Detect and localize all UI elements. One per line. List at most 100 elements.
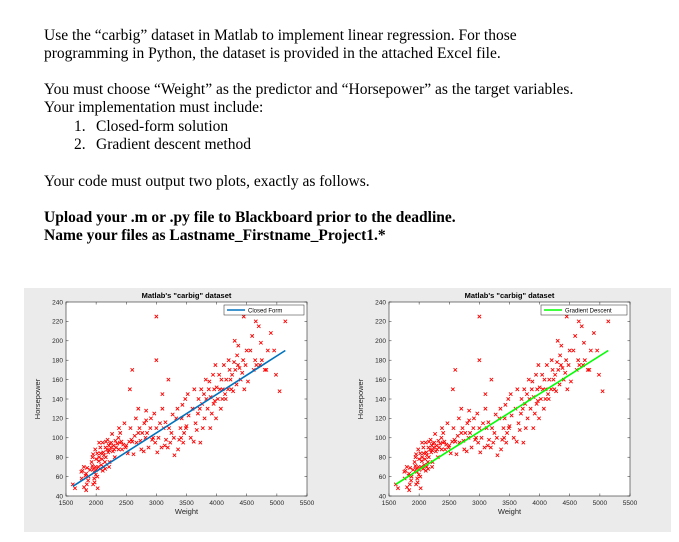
data-point [258,340,263,345]
data-point [525,416,530,421]
data-point [100,440,105,445]
data-point [414,452,419,457]
data-point [454,452,459,457]
data-point [237,365,242,370]
data-point [226,358,231,363]
data-point [467,418,472,423]
data-point [128,426,133,431]
x-tick-label: 2500 [442,500,457,507]
data-point [168,440,173,445]
data-point [160,392,165,397]
data-point [232,338,237,343]
data-point [144,418,149,423]
data-point [110,431,115,436]
data-point [120,447,125,452]
data-point [412,460,417,465]
data-point [194,428,199,433]
data-point [582,358,587,363]
data-point [426,466,431,471]
data-point [479,435,484,440]
data-point [148,416,153,421]
data-point [537,416,542,421]
x-axis-label: Weight [498,507,522,516]
data-point [253,319,258,324]
data-point [156,435,161,440]
data-point [140,430,145,435]
data-point [477,358,482,363]
data-point [272,348,277,353]
data-point [546,392,551,397]
choose-line-2: Your implementation must include: [44,99,264,116]
data-point [436,438,441,443]
data-point [498,406,503,411]
data-point [491,440,496,445]
data-point [576,358,581,363]
data-point [511,435,516,440]
data-point [181,440,186,445]
data-point [563,370,568,375]
data-point [404,464,409,469]
data-point [409,478,414,483]
data-point [423,440,428,445]
data-point [503,402,508,407]
data-point [184,424,189,429]
data-point [223,396,228,402]
data-point [248,348,253,353]
data-point [185,392,190,397]
data-point [526,377,531,382]
data-point [283,319,288,324]
data-point [277,389,282,394]
data-point [459,406,464,411]
data-point [522,387,527,392]
data-point [483,392,488,397]
data-point [116,435,121,440]
y-axis-label: Horsepower [33,378,42,419]
data-point [585,367,590,372]
data-point [131,452,136,457]
data-point [155,450,160,455]
legend-box [540,304,628,316]
data-point [408,465,413,470]
data-point [460,426,465,431]
data-point [118,430,123,435]
data-point [557,382,562,387]
data-point [445,421,450,426]
data-point [116,447,121,452]
data-point [217,372,222,377]
data-point [515,387,520,392]
data-point [600,389,605,394]
data-point [588,348,593,353]
data-point [465,421,470,426]
data-point [241,358,246,363]
data-point [170,412,175,417]
data-point [193,421,198,426]
data-point [507,424,512,429]
data-point [117,426,122,431]
data-point [137,426,142,431]
data-point [208,426,213,431]
data-point [488,445,493,450]
y-tick-label: 120 [375,416,386,423]
data-point [520,406,525,411]
data-point [587,367,592,372]
y-tick-label: 100 [375,435,386,442]
choose-line-1: You must choose “Weight” as the predicto… [44,81,574,98]
y-tick-label: 80 [379,455,387,462]
data-point [89,460,94,465]
data-point [142,421,147,426]
data-point [206,387,211,392]
data-point [421,445,426,450]
data-point [566,363,571,368]
data-point [213,363,218,368]
data-point [433,431,438,436]
x-tick-label: 5500 [300,500,315,507]
legend-label: Closed Form [248,308,282,314]
data-point [591,331,596,336]
data-point [427,447,432,452]
data-point [256,324,261,329]
x-tick-label: 1500 [59,500,74,507]
data-point [430,448,435,453]
data-point [448,451,453,456]
data-point [424,450,429,455]
data-point [250,333,255,338]
